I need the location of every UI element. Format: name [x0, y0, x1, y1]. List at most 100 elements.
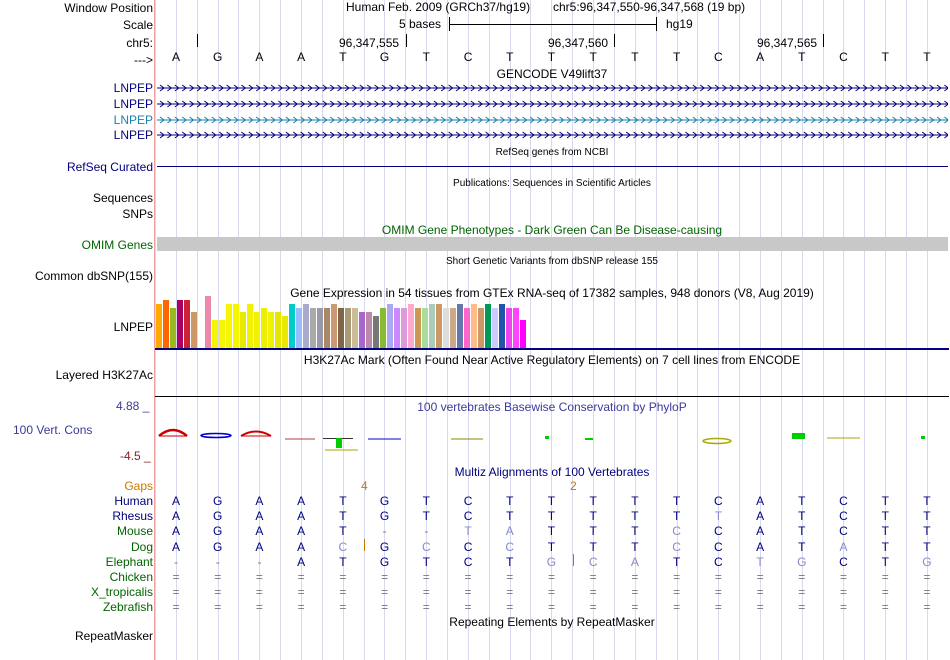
- gtex-tissue-bar[interactable]: [338, 308, 344, 348]
- publications-track-title[interactable]: Publications: Sequences in Scientific Ar…: [453, 178, 651, 189]
- dna-base: G: [379, 50, 390, 64]
- assembly-text: Human Feb. 2009 (GRCh37/hg19): [346, 0, 531, 14]
- gtex-tissue-bar[interactable]: [492, 308, 498, 348]
- gtex-tissue-bar[interactable]: [282, 316, 288, 348]
- species-label[interactable]: Dog: [130, 539, 153, 554]
- gtex-tissue-bar[interactable]: [422, 308, 428, 348]
- gtex-tissue-bar[interactable]: [275, 312, 281, 348]
- alignment-base: T: [422, 509, 430, 524]
- gtex-tissue-bar[interactable]: [268, 312, 274, 348]
- gtex-tissue-bar[interactable]: [310, 308, 316, 348]
- omim-phenotype-bar[interactable]: [157, 237, 948, 251]
- gtex-tissue-bar[interactable]: [324, 308, 330, 348]
- grid-line: [885, 0, 887, 660]
- gencode-item-label[interactable]: LNPEP: [113, 97, 153, 111]
- gtex-tissue-bar[interactable]: [359, 312, 365, 348]
- gene-model-lnpep[interactable]: [157, 84, 948, 92]
- gtex-tissue-bar[interactable]: [485, 304, 491, 348]
- gencode-track-title[interactable]: GENCODE V49lift37: [496, 67, 608, 81]
- alignment-base: G: [379, 509, 390, 524]
- gtex-tissue-bar[interactable]: [233, 304, 239, 348]
- gtex-tissue-bar[interactable]: [212, 320, 218, 348]
- gtex-tissue-bar[interactable]: [226, 304, 232, 348]
- gencode-item-label[interactable]: LNPEP: [113, 81, 153, 95]
- multiz-track-title[interactable]: Multiz Alignments of 100 Vertebrates: [454, 465, 650, 479]
- gtex-tissue-bar[interactable]: [240, 312, 246, 348]
- gtex-tissue-bar[interactable]: [163, 300, 169, 348]
- gtex-tissue-bar[interactable]: [317, 308, 323, 348]
- gtex-tissue-bar[interactable]: [219, 320, 225, 348]
- gene-model-lnpep[interactable]: [157, 131, 948, 139]
- species-label[interactable]: Zebrafish: [102, 600, 153, 615]
- omim-track-title[interactable]: OMIM Gene Phenotypes - Dark Green Can Be…: [381, 223, 723, 237]
- gencode-item-label[interactable]: LNPEP: [113, 128, 153, 142]
- gtex-tissue-bar[interactable]: [450, 308, 456, 348]
- gtex-tissue-bar[interactable]: [191, 312, 197, 348]
- gtex-tissue-bar[interactable]: [247, 304, 253, 348]
- gtex-tissue-bar[interactable]: [415, 308, 421, 348]
- gtex-tissue-bar[interactable]: [366, 312, 372, 348]
- gene-model-lnpep[interactable]: [157, 100, 948, 108]
- gtex-tissue-bar[interactable]: [205, 296, 211, 348]
- gtex-tissue-bar[interactable]: [170, 308, 176, 348]
- gtex-tissue-bar[interactable]: [373, 316, 379, 348]
- species-label[interactable]: Elephant: [105, 554, 153, 569]
- refseq-label[interactable]: RefSeq Curated: [66, 160, 153, 174]
- gtex-tissue-bar[interactable]: [352, 308, 358, 348]
- gtex-tissue-bar[interactable]: [513, 308, 519, 348]
- gtex-tissue-bar[interactable]: [296, 308, 302, 348]
- gtex-tissue-bar[interactable]: [436, 304, 442, 348]
- alignment-base: T: [339, 524, 347, 539]
- sequences-label[interactable]: Sequences: [92, 191, 153, 205]
- gtex-tissue-bar[interactable]: [184, 300, 190, 348]
- gtex-expression-chart[interactable]: [156, 296, 556, 348]
- cons-wiggle[interactable]: [155, 425, 949, 455]
- gtex-tissue-bar[interactable]: [198, 316, 204, 348]
- repeatmasker-label[interactable]: RepeatMasker: [74, 629, 153, 643]
- gtex-tissue-bar[interactable]: [443, 308, 449, 348]
- gaps-label[interactable]: Gaps: [124, 479, 153, 493]
- gtex-tissue-bar[interactable]: [478, 308, 484, 348]
- alignment-base: T: [547, 509, 556, 524]
- species-label[interactable]: Mouse: [116, 524, 153, 539]
- refseq-track-title[interactable]: RefSeq genes from NCBI: [495, 147, 609, 158]
- gtex-tissue-bar[interactable]: [471, 304, 477, 348]
- gtex-tissue-bar[interactable]: [289, 304, 295, 348]
- gtex-tissue-bar[interactable]: [345, 308, 351, 348]
- gtex-label[interactable]: LNPEP: [113, 320, 153, 334]
- gtex-tissue-bar[interactable]: [380, 308, 386, 348]
- gtex-tissue-bar[interactable]: [254, 312, 260, 348]
- dbsnp-track-title[interactable]: Short Genetic Variants from dbSNP releas…: [446, 256, 658, 267]
- gene-model-lnpep[interactable]: [157, 116, 948, 124]
- gtex-tissue-bar[interactable]: [401, 308, 407, 348]
- species-label[interactable]: Chicken: [109, 570, 153, 584]
- omim-label[interactable]: OMIM Genes: [81, 238, 153, 252]
- h3k27ac-track-title[interactable]: H3K27Ac Mark (Often Found Near Active Re…: [303, 353, 801, 367]
- refseq-gene-line[interactable]: [157, 166, 948, 167]
- species-label[interactable]: Human: [114, 494, 153, 508]
- cons-track-title[interactable]: 100 vertebrates Basewise Conservation by…: [417, 400, 687, 414]
- gtex-tissue-bar[interactable]: [156, 304, 162, 348]
- species-label[interactable]: Rhesus: [112, 509, 153, 524]
- gtex-tissue-bar[interactable]: [394, 308, 400, 348]
- gtex-tissue-bar[interactable]: [520, 320, 526, 348]
- gencode-item-label[interactable]: LNPEP: [113, 113, 153, 127]
- dbsnp-label[interactable]: Common dbSNP(155): [34, 269, 153, 283]
- gtex-tissue-bar[interactable]: [177, 300, 183, 348]
- snps-label[interactable]: SNPs: [122, 207, 153, 221]
- gtex-tissue-bar[interactable]: [303, 304, 309, 348]
- gtex-tissue-bar[interactable]: [261, 308, 267, 348]
- cons-label[interactable]: 100 Vert. Cons: [13, 423, 93, 437]
- gtex-tissue-bar[interactable]: [408, 304, 414, 348]
- species-label[interactable]: X_tropicalis: [90, 585, 153, 600]
- gtex-tissue-bar[interactable]: [429, 304, 435, 348]
- gtex-tissue-bar[interactable]: [499, 304, 505, 348]
- gtex-tissue-bar[interactable]: [464, 308, 470, 348]
- gtex-tissue-bar[interactable]: [331, 304, 337, 348]
- gtex-track-title[interactable]: Gene Expression in 54 tissues from GTEx …: [290, 286, 814, 300]
- gtex-tissue-bar[interactable]: [387, 304, 393, 348]
- gtex-tissue-bar[interactable]: [457, 304, 463, 348]
- repeatmasker-track-title[interactable]: Repeating Elements by RepeatMasker: [449, 615, 655, 629]
- gtex-tissue-bar[interactable]: [506, 308, 512, 348]
- h3k27ac-label[interactable]: Layered H3K27Ac: [55, 368, 153, 382]
